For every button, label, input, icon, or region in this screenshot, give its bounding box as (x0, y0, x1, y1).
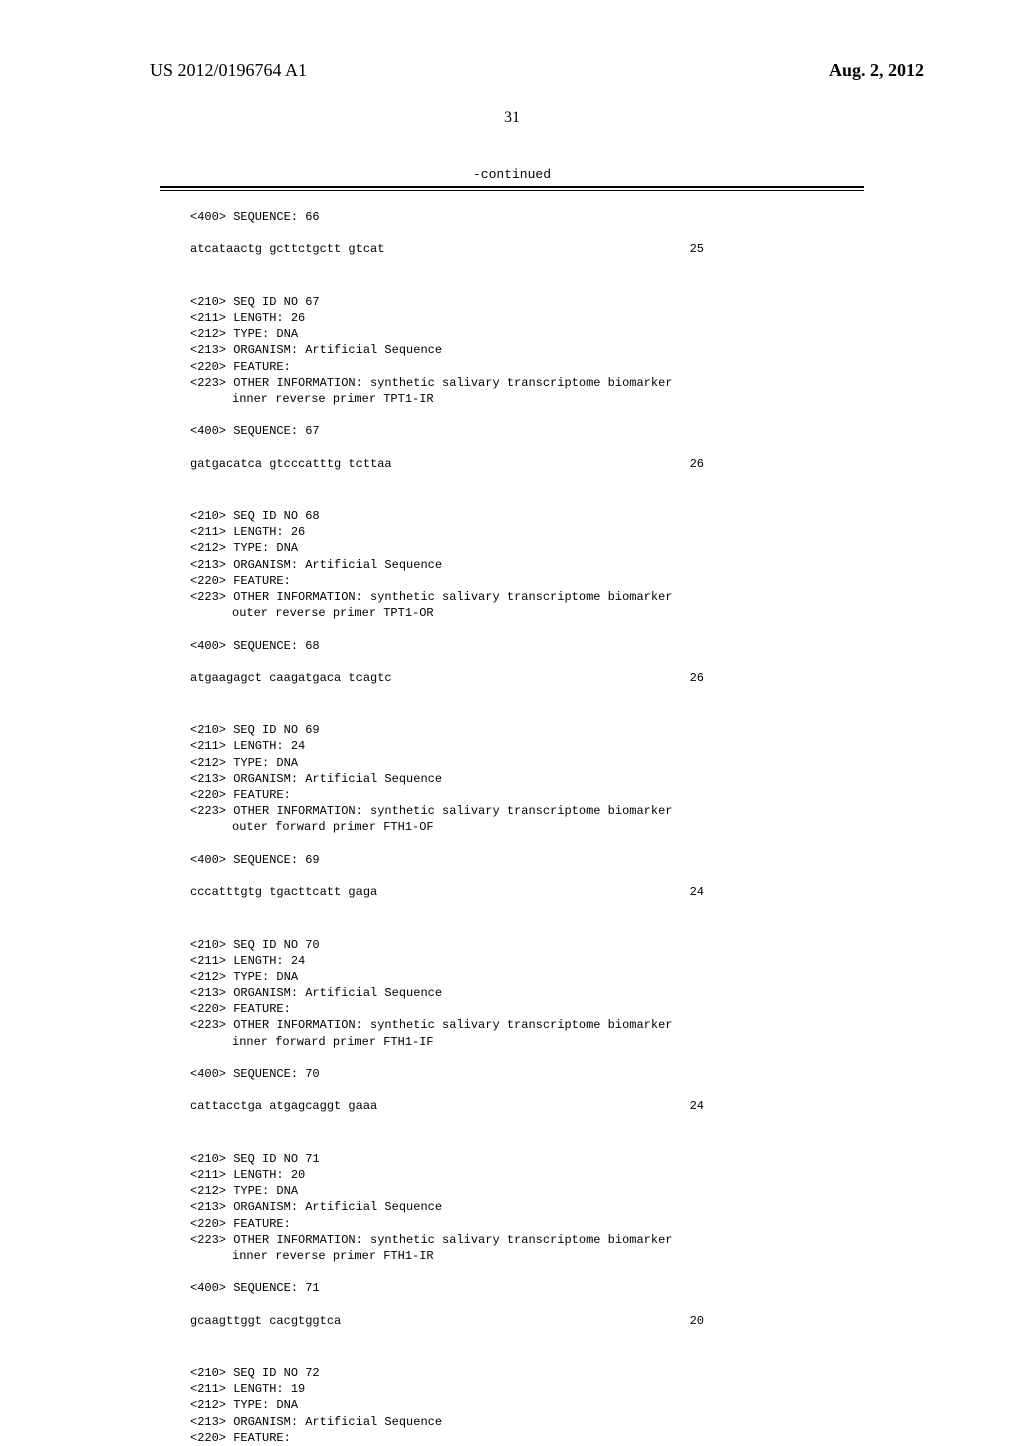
sequence-line: <212> TYPE: DNA (190, 755, 864, 771)
sequence-line: <223> OTHER INFORMATION: synthetic saliv… (190, 803, 864, 819)
sequence-line: <212> TYPE: DNA (190, 540, 864, 556)
sequence-text: cattacctga atgagcaggt gaaa (190, 1098, 377, 1114)
sequence-block: <210> SEQ ID NO 69<211> LENGTH: 24<212> … (190, 722, 864, 900)
sequence-indent-line: outer forward primer FTH1-OF (190, 819, 864, 835)
sequence-indent-line: outer reverse primer TPT1-OR (190, 605, 864, 621)
sequence-indent-line: inner reverse primer FTH1-IR (190, 1248, 864, 1264)
sequence-indent-line: inner reverse primer TPT1-IR (190, 391, 864, 407)
sequence-line: <400> SEQUENCE: 67 (190, 423, 864, 439)
block-gap (190, 920, 864, 936)
sequence-line (190, 407, 864, 423)
sequence-line: <211> LENGTH: 19 (190, 1381, 864, 1397)
sequence-line: <220> FEATURE: (190, 359, 864, 375)
block-gap (190, 1135, 864, 1151)
sequence-row: atgaagagct caagatgaca tcagtc 26 (190, 670, 864, 686)
sequence-line: <223> OTHER INFORMATION: synthetic saliv… (190, 589, 864, 605)
sequence-block: <210> SEQ ID NO 70<211> LENGTH: 24<212> … (190, 937, 864, 1115)
sequence-line: <212> TYPE: DNA (190, 1183, 864, 1199)
sequence-line (190, 1050, 864, 1066)
block-gap (190, 706, 864, 722)
sequence-line: <400> SEQUENCE: 66 (190, 209, 864, 225)
block-gap (190, 1349, 864, 1365)
sequence-line: <211> LENGTH: 20 (190, 1167, 864, 1183)
sequence-line: <212> TYPE: DNA (190, 1397, 864, 1413)
sequence-line: <400> SEQUENCE: 69 (190, 852, 864, 868)
sequence-line: <223> OTHER INFORMATION: synthetic saliv… (190, 1017, 864, 1033)
rule-top (160, 186, 864, 188)
continued-label: -continued (0, 167, 1024, 182)
sequence-block: <210> SEQ ID NO 67<211> LENGTH: 26<212> … (190, 294, 864, 472)
sequence-block: <400> SEQUENCE: 66 atcataactg gcttctgctt… (190, 209, 864, 258)
publication-number: US 2012/0196764 A1 (150, 60, 307, 81)
sequence-length: 24 (690, 884, 704, 900)
sequence-line: <210> SEQ ID NO 69 (190, 722, 864, 738)
sequence-line (190, 621, 864, 637)
sequence-line: <211> LENGTH: 26 (190, 310, 864, 326)
sequence-text: gatgacatca gtcccatttg tcttaa (190, 456, 392, 472)
sequence-row: gcaagttggt cacgtggtca 20 (190, 1313, 864, 1329)
sequence-row: gatgacatca gtcccatttg tcttaa 26 (190, 456, 864, 472)
sequence-line: <400> SEQUENCE: 71 (190, 1280, 864, 1296)
sequence-spacer (190, 868, 864, 884)
sequence-line: <220> FEATURE: (190, 1430, 864, 1446)
sequence-text: cccatttgtg tgacttcatt gaga (190, 884, 377, 900)
sequence-line: <223> OTHER INFORMATION: synthetic saliv… (190, 375, 864, 391)
sequence-line (190, 836, 864, 852)
sequence-line: <223> OTHER INFORMATION: synthetic saliv… (190, 1232, 864, 1248)
sequence-line: <400> SEQUENCE: 68 (190, 638, 864, 654)
sequence-row: cattacctga atgagcaggt gaaa 24 (190, 1098, 864, 1114)
sequence-row: cccatttgtg tgacttcatt gaga 24 (190, 884, 864, 900)
sequence-line (190, 1264, 864, 1280)
sequence-block: <210> SEQ ID NO 68<211> LENGTH: 26<212> … (190, 508, 864, 686)
sequence-line: <210> SEQ ID NO 71 (190, 1151, 864, 1167)
sequence-spacer (190, 654, 864, 670)
sequence-length: 25 (690, 241, 704, 257)
block-gap (190, 492, 864, 508)
sequence-block: <210> SEQ ID NO 71<211> LENGTH: 20<212> … (190, 1151, 864, 1329)
sequence-line: <213> ORGANISM: Artificial Sequence (190, 1199, 864, 1215)
sequence-line: <213> ORGANISM: Artificial Sequence (190, 985, 864, 1001)
sequence-line: <210> SEQ ID NO 70 (190, 937, 864, 953)
sequence-line: <212> TYPE: DNA (190, 326, 864, 342)
sequence-spacer (190, 439, 864, 455)
sequence-line: <400> SEQUENCE: 70 (190, 1066, 864, 1082)
sequence-line: <220> FEATURE: (190, 1216, 864, 1232)
sequence-line: <220> FEATURE: (190, 1001, 864, 1017)
sequence-length: 20 (690, 1313, 704, 1329)
sequence-length: 26 (690, 670, 704, 686)
sequence-line: <210> SEQ ID NO 67 (190, 294, 864, 310)
block-gap (190, 278, 864, 294)
sequence-row: atcataactg gcttctgctt gtcat 25 (190, 241, 864, 257)
sequence-length: 24 (690, 1098, 704, 1114)
sequence-length: 26 (690, 456, 704, 472)
sequence-line: <213> ORGANISM: Artificial Sequence (190, 771, 864, 787)
sequence-line: <210> SEQ ID NO 72 (190, 1365, 864, 1381)
sequence-spacer (190, 225, 864, 241)
sequence-text: atcataactg gcttctgctt gtcat (190, 241, 384, 257)
sequence-line: <211> LENGTH: 24 (190, 738, 864, 754)
sequence-line: <213> ORGANISM: Artificial Sequence (190, 557, 864, 573)
sequence-indent-line: inner forward primer FTH1-IF (190, 1034, 864, 1050)
sequence-spacer (190, 1296, 864, 1312)
sequence-line: <220> FEATURE: (190, 787, 864, 803)
page-number: 31 (0, 109, 1024, 127)
publication-date: Aug. 2, 2012 (829, 60, 924, 81)
sequence-spacer (190, 1082, 864, 1098)
sequence-line: <213> ORGANISM: Artificial Sequence (190, 342, 864, 358)
sequence-line: <211> LENGTH: 26 (190, 524, 864, 540)
sequence-line: <210> SEQ ID NO 68 (190, 508, 864, 524)
page-header: US 2012/0196764 A1 Aug. 2, 2012 (0, 0, 1024, 81)
sequence-text: atgaagagct caagatgaca tcagtc (190, 670, 392, 686)
sequence-block: <210> SEQ ID NO 72<211> LENGTH: 19<212> … (190, 1365, 864, 1446)
sequence-listing: <400> SEQUENCE: 66 atcataactg gcttctgctt… (0, 191, 1024, 1446)
sequence-line: <211> LENGTH: 24 (190, 953, 864, 969)
sequence-line: <213> ORGANISM: Artificial Sequence (190, 1414, 864, 1430)
sequence-line: <212> TYPE: DNA (190, 969, 864, 985)
sequence-line: <220> FEATURE: (190, 573, 864, 589)
sequence-text: gcaagttggt cacgtggtca (190, 1313, 341, 1329)
